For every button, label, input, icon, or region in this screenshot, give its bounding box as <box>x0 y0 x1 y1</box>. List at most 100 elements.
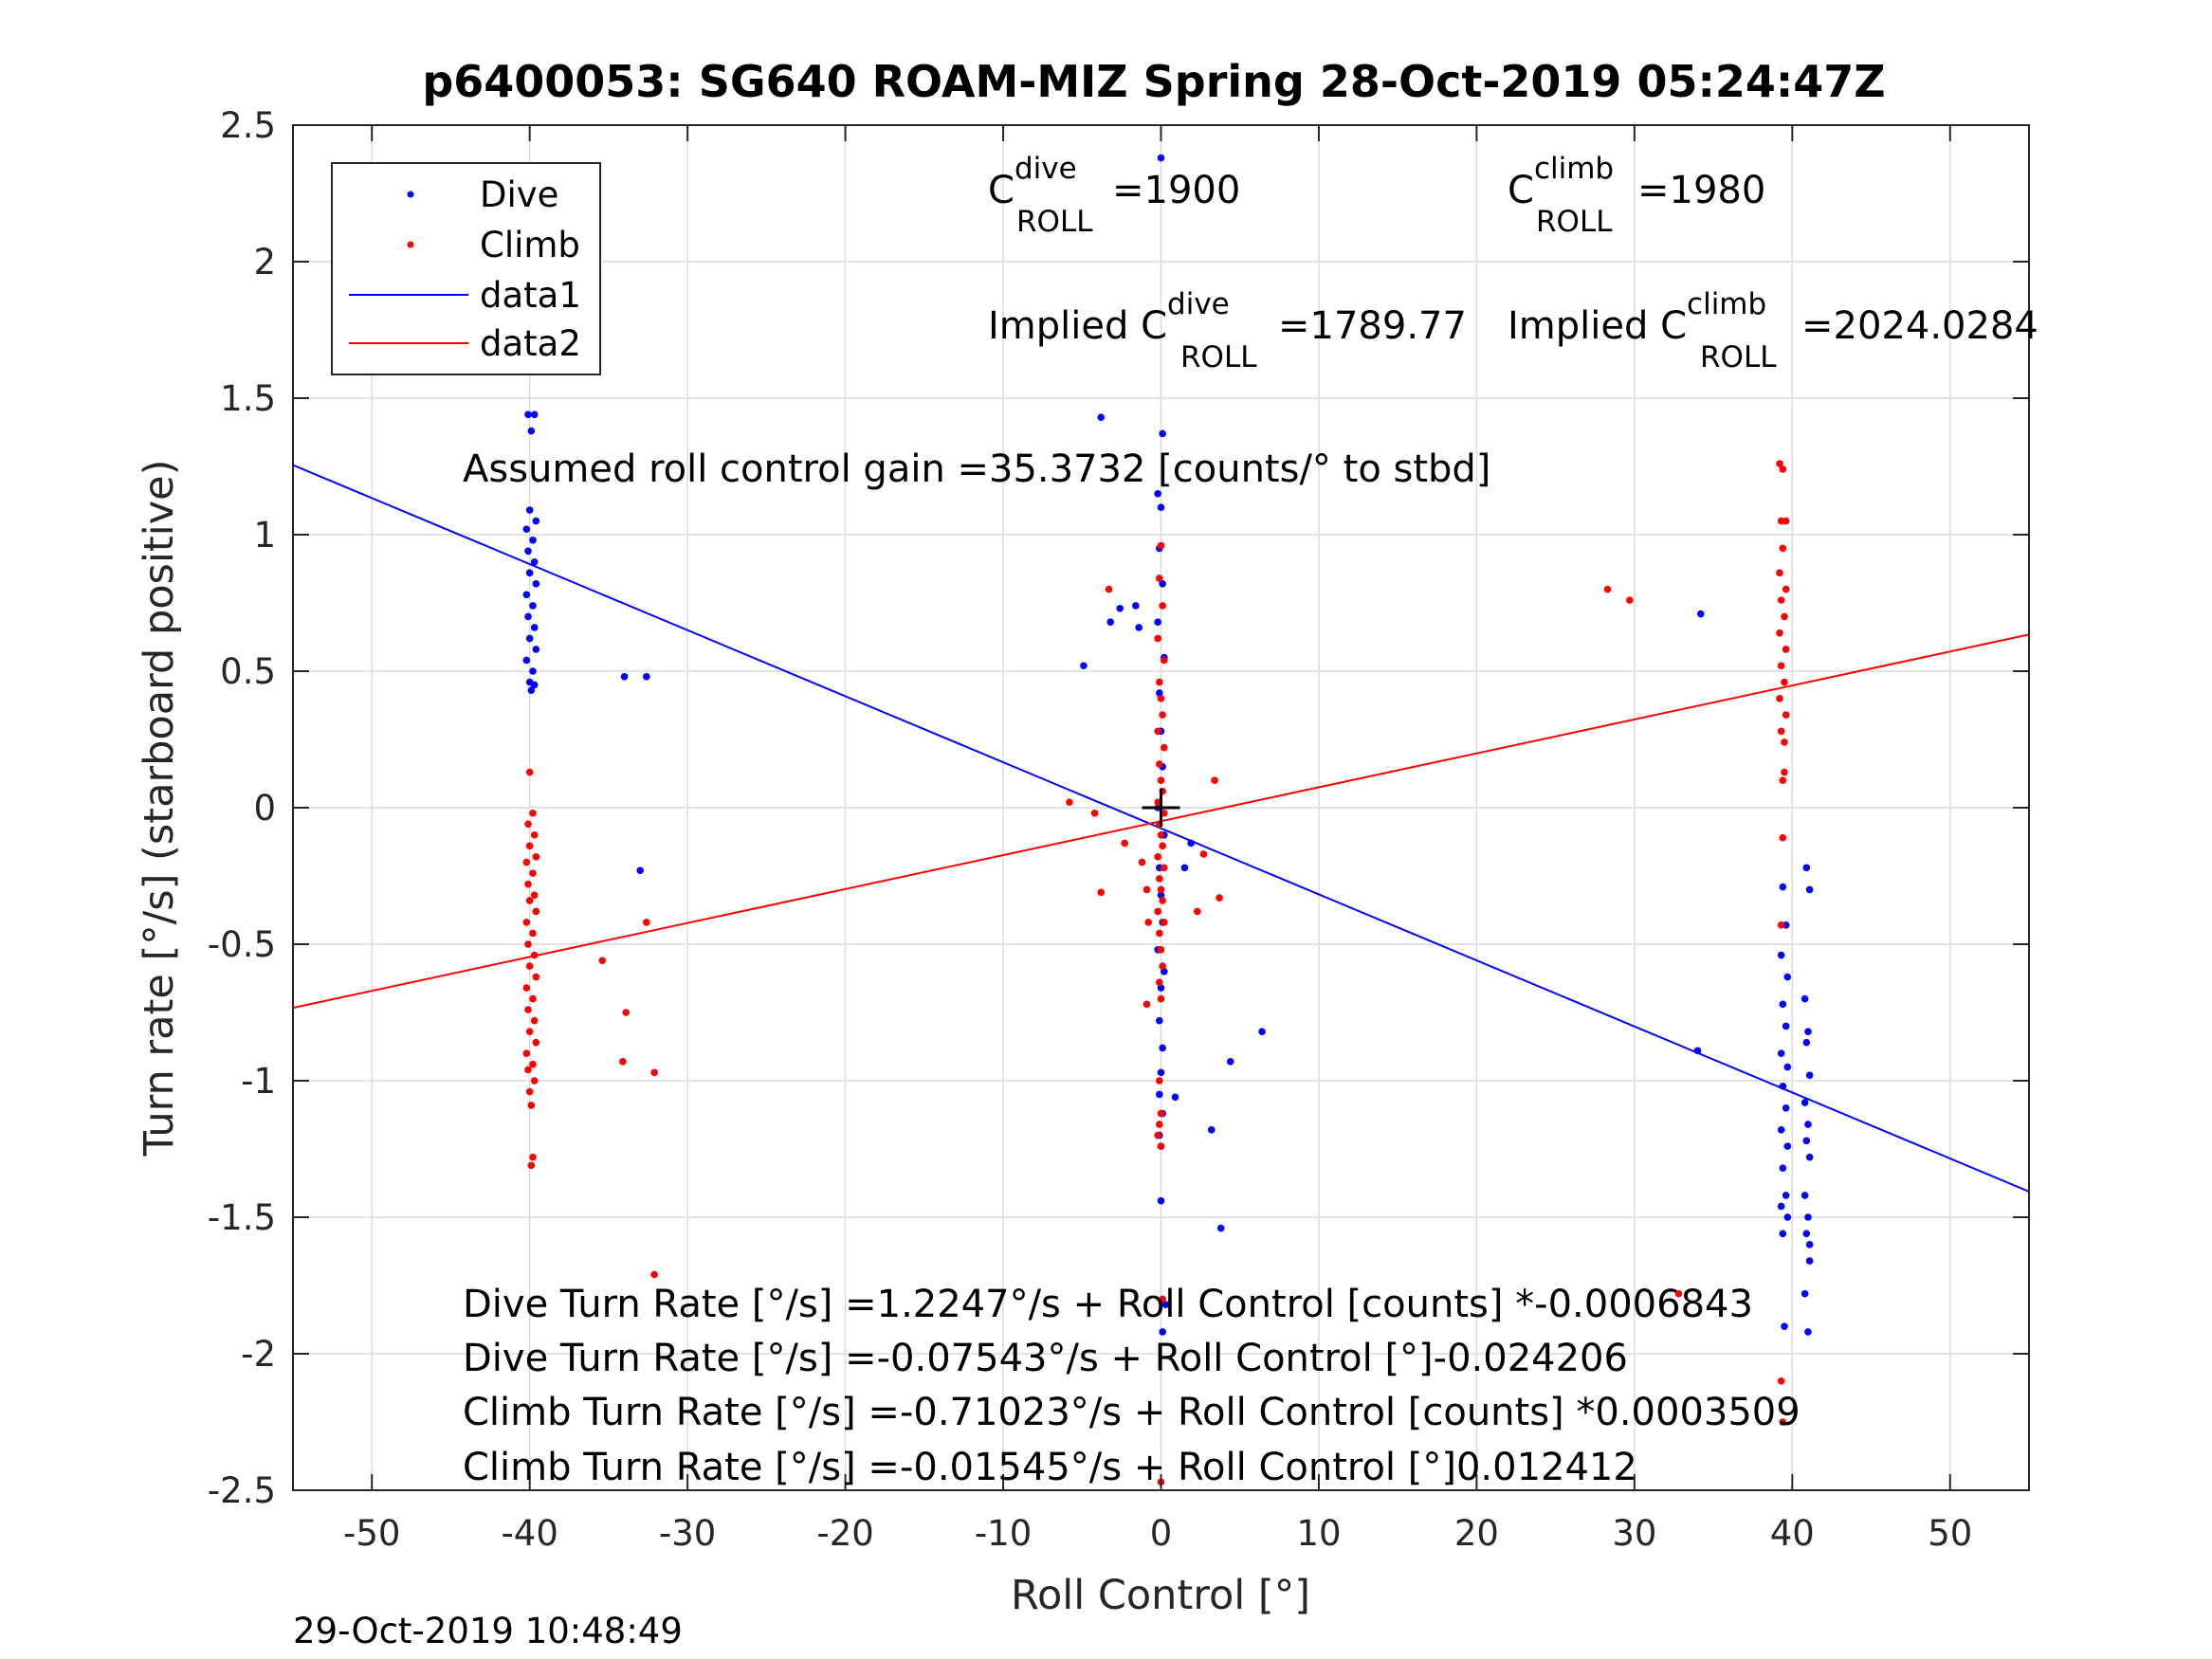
implied-climb-sub: ROLL <box>1700 340 1777 374</box>
climb-point <box>1159 962 1166 970</box>
dive-point <box>1782 1192 1790 1199</box>
dive-point <box>524 410 532 419</box>
dive-point <box>1156 1016 1163 1025</box>
y-axis-label: Turn rate [°/s] (starboard positive) <box>136 460 183 1158</box>
climb-point <box>532 1038 540 1047</box>
climb-point <box>530 1077 539 1085</box>
climb-point <box>1154 853 1161 861</box>
climb-point <box>529 929 537 938</box>
origin-marker <box>1142 789 1180 827</box>
c-roll-dive-annotation: Cdive ROLL =1900 <box>988 152 1240 239</box>
dive-point <box>532 646 540 653</box>
dive-point <box>1171 1093 1179 1102</box>
y-tick-label: 0.5 <box>220 651 276 692</box>
climb-point <box>1156 929 1163 938</box>
dive-point <box>524 547 532 556</box>
climb-point <box>1781 612 1788 621</box>
climb-point <box>530 831 539 839</box>
legend-dive-label: Dive <box>480 174 558 215</box>
dive-point <box>522 591 531 599</box>
y-tick-label: 1.5 <box>220 378 276 419</box>
climb-point <box>1161 864 1168 872</box>
dive-fit-counts-annotation: Dive Turn Rate [°/s] =1.2247°/s + Roll C… <box>463 1283 1753 1326</box>
climb-point <box>527 1102 536 1109</box>
dive-point <box>1782 1104 1790 1112</box>
climb-point <box>1779 833 1787 842</box>
climb-point <box>525 897 534 904</box>
climb-point <box>1157 1142 1165 1150</box>
climb-point <box>1144 919 1152 926</box>
dive-point <box>1777 1049 1785 1057</box>
x-tick-label: -30 <box>659 1513 716 1554</box>
dive-point <box>1781 1322 1788 1330</box>
dive-point <box>525 634 534 643</box>
climb-point <box>1159 897 1166 904</box>
x-tick-label: 0 <box>1150 1513 1173 1554</box>
climb-point <box>525 962 534 970</box>
dive-point <box>1804 1328 1812 1336</box>
dive-point <box>1777 1126 1785 1134</box>
climb-point <box>1161 919 1168 926</box>
x-tick-label: 40 <box>1770 1513 1815 1554</box>
climb-point <box>1199 850 1208 858</box>
dive-point <box>1156 689 1163 697</box>
climb-point <box>1159 602 1166 610</box>
dive-point <box>530 410 539 419</box>
climb-point <box>1159 842 1166 850</box>
climb-point <box>1143 885 1151 894</box>
c-roll-dive-value: =1900 <box>1112 169 1240 212</box>
dive-point <box>1801 994 1809 1003</box>
climb-point <box>524 880 532 888</box>
legend-climb-label: Climb <box>480 225 580 265</box>
dive-point <box>1802 1230 1811 1238</box>
climb-point <box>1782 646 1790 653</box>
climb-point <box>522 1049 531 1057</box>
climb-point <box>530 951 539 959</box>
climb-point <box>1157 776 1165 784</box>
data-points <box>521 154 1814 1486</box>
y-tick-label: 2.5 <box>220 105 276 146</box>
dive-point <box>1805 1071 1814 1080</box>
climb-point <box>1156 574 1163 582</box>
climb-point <box>1777 1377 1785 1385</box>
x-tick-label: -20 <box>816 1513 873 1554</box>
climb-point <box>1779 544 1787 553</box>
dive-point <box>1802 1137 1811 1145</box>
dive-point <box>1777 1202 1785 1211</box>
dive-point <box>1804 1213 1812 1221</box>
axis-ticks: -50 -40 -30 -20 -10 0 10 20 30 40 50-2.5-2-1.5-1-0… <box>208 105 2029 1554</box>
climb-point <box>1157 885 1165 894</box>
climb-point <box>1154 907 1161 916</box>
dive-point <box>1159 1044 1166 1052</box>
climb-point <box>532 853 540 861</box>
dive-point <box>1187 839 1195 848</box>
dive-point <box>1693 1047 1702 1055</box>
climb-point <box>1157 945 1165 954</box>
dive-point <box>1216 1224 1225 1232</box>
dive-point <box>1157 503 1165 511</box>
climb-point <box>1603 585 1612 593</box>
dive-point <box>529 536 537 544</box>
implied-c-roll-climb-annotation: Implied Cclimb ROLL =2024.0284 <box>1508 287 2038 374</box>
dive-point <box>1161 968 1168 975</box>
c-roll-climb-sup: climb <box>1534 152 1614 186</box>
climb-point <box>1157 1109 1165 1118</box>
dive-point <box>530 681 539 689</box>
dive-point <box>643 672 650 681</box>
climb-point <box>1154 1131 1161 1139</box>
dive-point <box>1805 1241 1814 1249</box>
dive-point <box>1258 1028 1266 1035</box>
climb-fit-degrees-annotation: Climb Turn Rate [°/s] =-0.01545°/s + Rol… <box>463 1446 1637 1489</box>
dive-point <box>1696 610 1705 618</box>
legend-box <box>331 162 601 375</box>
x-tick-label: 50 <box>1928 1513 1972 1554</box>
climb-point <box>650 1270 658 1279</box>
climb-point <box>1776 569 1783 577</box>
climb-point <box>525 768 534 776</box>
dive-point <box>1080 662 1088 670</box>
climb-point <box>1156 1121 1163 1128</box>
y-tick-label: 1 <box>253 515 276 556</box>
climb-point <box>1776 629 1783 637</box>
dive-point <box>1159 429 1166 438</box>
y-tick-label: -1 <box>241 1061 276 1102</box>
